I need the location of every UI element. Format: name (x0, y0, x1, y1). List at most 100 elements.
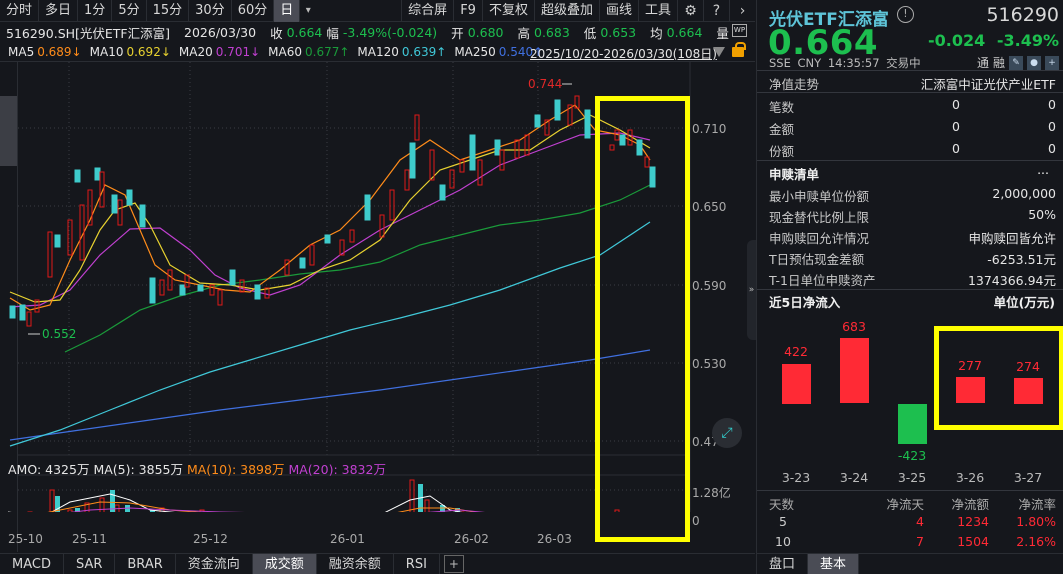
flow-title: 近5日净流入 (769, 295, 841, 310)
price-change: -0.024 -3.49% (928, 31, 1059, 50)
flow-table-header: 天数 净流天 净流额 净流率 (769, 497, 1056, 512)
tab-margin-balance[interactable]: 融资余额 (317, 554, 394, 574)
quote-time: 14:35:57 (827, 56, 880, 70)
amo-ma20: MA(20): 3832万 (288, 462, 386, 477)
nav-trend-label[interactable]: 净值走势 (769, 77, 820, 92)
right-panel-tabs: 盘口 基本 (757, 553, 1063, 574)
tab-macd[interactable]: MACD (0, 554, 64, 574)
gear-icon[interactable]: ⚙ (677, 0, 703, 22)
range-dropdown-icon[interactable] (713, 47, 725, 57)
ma120-value: 0.639↑ (401, 44, 447, 59)
more-button[interactable]: ... (1037, 162, 1049, 177)
ma60-value: 0.677↑ (305, 44, 350, 59)
bar-date: 3-24 (839, 470, 869, 485)
avg-value: 0.664 (666, 24, 703, 40)
period-multiday[interactable]: 多日 (39, 0, 79, 22)
tag-row: 通 融 ✎ ● + (977, 54, 1059, 71)
tab-brar[interactable]: BRAR (115, 554, 176, 574)
candlestick-chart[interactable]: 0.744 0.552 (0, 62, 755, 512)
tools-button[interactable]: 工具 (637, 0, 677, 22)
flow-bar (956, 377, 985, 403)
period-60min[interactable]: 60分 (232, 0, 275, 22)
change-pct: -3.49% (996, 31, 1059, 50)
period-1min[interactable]: 1分 (78, 0, 113, 22)
ma250-value: 0.540↑ (498, 44, 544, 59)
flow-bar (1014, 378, 1043, 404)
ma-legend: MA5 0.689↓ MA10 0.692↓ MA20 0.701↓ MA60 … (0, 42, 755, 62)
more-periods-dropdown[interactable]: ▾ (305, 5, 311, 16)
bar-date: 3-27 (1013, 470, 1043, 485)
date-range-link[interactable]: 2025/10/20-2026/03/30(108日) (530, 47, 717, 61)
period-daily[interactable]: 日 (274, 0, 301, 22)
close-value: 0.664 (286, 24, 323, 40)
volume-tick: 0 (692, 514, 700, 528)
ma120-label: MA120 (357, 44, 399, 59)
tab-turnover[interactable]: 成交额 (252, 554, 317, 574)
period-intraday[interactable]: 分时 (0, 0, 40, 22)
open-value: 0.680 (467, 24, 504, 40)
tab-basic[interactable]: 基本 (808, 554, 860, 574)
tab-order-book[interactable]: 盘口 (757, 554, 809, 574)
low-value: 0.653 (600, 24, 637, 40)
bar-date: 3-25 (897, 470, 927, 485)
redemption-row: 现金替代比例上限 50% (769, 207, 1056, 225)
amo-value: AMO: 4325万 (8, 462, 90, 477)
ma60-label: MA60 (268, 44, 302, 59)
unlock-icon[interactable] (732, 42, 746, 57)
stat-row: 份额 0 0 (769, 141, 1056, 159)
ma5-label: MA5 (8, 44, 35, 59)
volume-tick: 1.28亿 (692, 486, 731, 500)
period-5min[interactable]: 5分 (112, 0, 147, 22)
bell-icon[interactable]: ● (1027, 55, 1041, 70)
expand-icon[interactable]: ⤢ (712, 418, 742, 448)
change-value: -3.49%(-0.024) (342, 24, 438, 40)
rong-tag: 融 (992, 56, 1005, 70)
redemption-row: 最小申赎单位份额 2,000,000 (769, 186, 1056, 204)
volume-legend: AMO: 4325万 MA(5): 3855万 MA(10): 3898万 MA… (8, 459, 386, 478)
high-annotation: 0.744 (528, 77, 562, 91)
bar-value: 422 (784, 344, 808, 359)
tab-capital-flow[interactable]: 资金流向 (176, 554, 253, 574)
ma250-label: MA250 (454, 44, 496, 59)
add-icon[interactable]: + (1045, 55, 1059, 70)
chart-area: 分时 多日 1分 5分 15分 30分 60分 日 ▾ 综合屏 F9 不复权 超… (0, 0, 755, 574)
low-annotation: 0.552 (42, 327, 76, 341)
date-label: 2026/03/30 (184, 24, 257, 40)
ma5-value: 0.689↓ (37, 44, 82, 59)
composite-screen-button[interactable]: 综合屏 (401, 0, 453, 22)
high-value: 0.683 (534, 24, 570, 40)
draw-line-button[interactable]: 画线 (598, 0, 638, 22)
bar-date: 3-26 (955, 470, 985, 485)
strip-tab-active[interactable] (0, 96, 17, 166)
amo-ma10: MA(10): 3898万 (186, 462, 285, 477)
exchange: SSE (769, 56, 791, 70)
tab-rsi[interactable]: RSI (394, 554, 440, 574)
change-abs: -0.024 (928, 31, 986, 50)
ma20-label: MA20 (178, 44, 213, 59)
chevron-right-icon[interactable]: › (729, 0, 755, 22)
no-adjust-button[interactable]: 不复权 (481, 0, 534, 22)
y-tick: 0.650 (692, 200, 727, 214)
wp-icon[interactable]: WP (732, 24, 747, 37)
close-label: 收 (270, 25, 283, 41)
super-overlay-button[interactable]: 超级叠加 (533, 0, 599, 22)
period-30min[interactable]: 30分 (189, 0, 232, 22)
add-indicator-button[interactable]: + (443, 555, 464, 573)
bar-value: 683 (842, 319, 866, 334)
high-label: 高 (517, 25, 530, 41)
stat-row: 金额 0 0 (769, 119, 1056, 137)
f9-button[interactable]: F9 (453, 0, 482, 22)
collapse-panel-handle[interactable]: » (747, 240, 756, 340)
help-icon[interactable]: ? (703, 0, 729, 22)
indicator-tabs: MACD SAR BRAR 资金流向 成交额 融资余额 RSI + (0, 553, 755, 574)
nav-row[interactable]: 净值走势 汇添富中证光伏产业ETF (757, 72, 1063, 92)
amo-ma5: MA(5): 3855万 (93, 462, 183, 477)
market-meta: SSE CNY 14:35:57 交易中 (769, 55, 921, 71)
low-label: 低 (583, 25, 597, 41)
period-15min[interactable]: 15分 (147, 0, 190, 22)
info-icon[interactable]: ! (897, 6, 914, 23)
x-tick: 26-01 (330, 532, 365, 546)
edit-icon[interactable]: ✎ (1009, 55, 1023, 70)
redemption-row: 申购赎回允许情况 申购赎回皆允许 (769, 231, 1056, 246)
tab-sar[interactable]: SAR (64, 554, 116, 574)
